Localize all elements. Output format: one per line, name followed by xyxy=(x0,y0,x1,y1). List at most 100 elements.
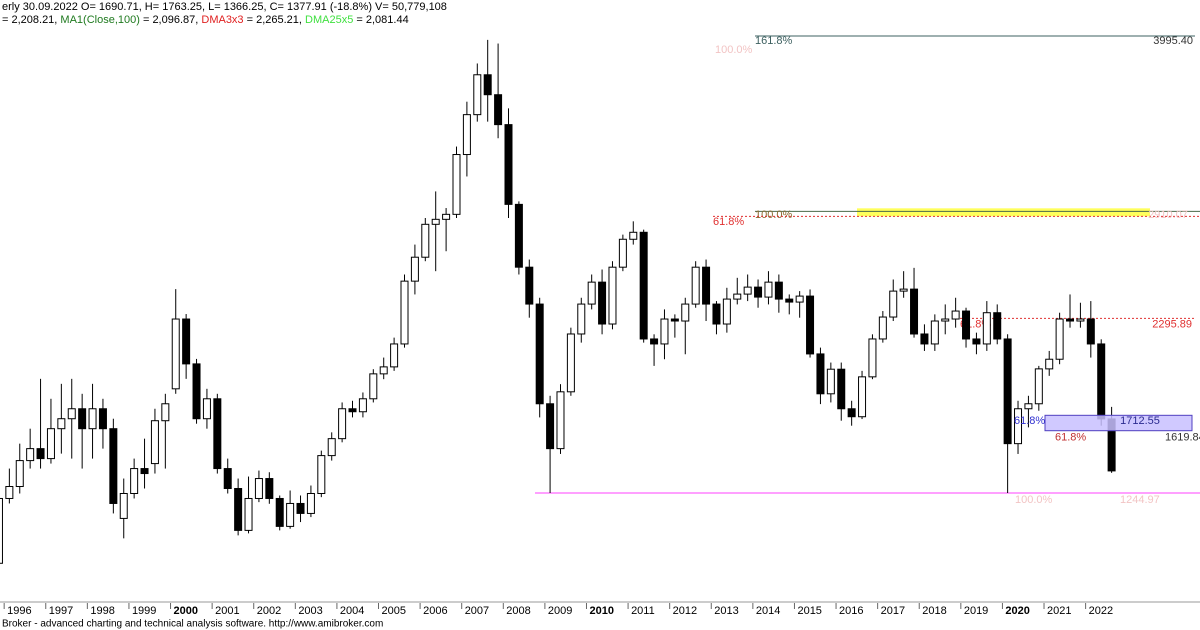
candle-body xyxy=(556,391,565,450)
candle-body xyxy=(213,398,222,470)
x-tick-label: 1999 xyxy=(132,605,156,617)
band xyxy=(857,208,1150,217)
candle-body xyxy=(109,428,118,504)
header-part: = 2,208.21, xyxy=(2,14,60,26)
candle-body xyxy=(306,492,315,514)
candle-body xyxy=(681,303,690,322)
candle-body xyxy=(889,290,898,318)
x-tick-label: 1997 xyxy=(49,605,73,617)
candle-body xyxy=(577,303,586,335)
candle-body xyxy=(358,398,367,413)
candle-body xyxy=(733,293,742,300)
x-tick-label: 2011 xyxy=(631,605,655,617)
plot: 161.8% 3995.40 100.0% 100.0% 61.8% 2910.07 61.… xyxy=(0,35,1200,564)
level-percent: 161.8% xyxy=(755,35,793,47)
candle-body xyxy=(774,281,783,300)
candle-body xyxy=(1097,343,1106,420)
candle-body xyxy=(338,408,347,440)
candle-body xyxy=(660,318,669,345)
candle-body xyxy=(15,460,24,488)
candle-body xyxy=(223,468,232,490)
candle-body xyxy=(951,310,960,320)
candle-body xyxy=(650,338,659,345)
header-part: = 2,081.44 xyxy=(353,14,408,26)
candle-body xyxy=(504,124,513,205)
x-tick-label: 2001 xyxy=(215,605,239,617)
candle-body xyxy=(639,231,648,340)
candle-body xyxy=(826,368,835,395)
candle-body xyxy=(514,203,523,268)
header-part: DMA3x3 xyxy=(201,14,243,26)
annotation: 100.0% xyxy=(755,209,793,221)
zone xyxy=(1044,414,1193,432)
candle-body xyxy=(244,497,253,531)
candle-body xyxy=(899,288,908,292)
candle-body xyxy=(348,408,357,413)
candle-body xyxy=(546,403,555,450)
candle-body xyxy=(1014,408,1023,445)
level-percent: 100.0% xyxy=(1015,494,1053,506)
candle-body xyxy=(202,398,211,420)
x-tick-label: 2008 xyxy=(506,605,530,617)
candle-body xyxy=(494,94,503,126)
x-tick-label: 1998 xyxy=(90,605,114,617)
candle-body xyxy=(442,213,451,220)
candle-body xyxy=(182,318,191,365)
candle-body xyxy=(608,266,617,325)
x-tick-label: 2016 xyxy=(839,605,863,617)
candle-body xyxy=(1055,318,1064,360)
x-tick-label: 2012 xyxy=(673,605,697,617)
candle-body xyxy=(462,114,471,156)
candle-body xyxy=(88,408,97,430)
candle-body xyxy=(1076,318,1085,322)
candle-body xyxy=(431,218,440,225)
candle-body xyxy=(806,295,815,355)
level-label: 1244.97 xyxy=(1120,494,1160,506)
candle-body xyxy=(920,333,929,345)
candle-body xyxy=(525,266,534,305)
candle-body xyxy=(473,74,482,116)
x-tick-label: 2014 xyxy=(756,605,780,617)
header-line1: erly 30.09.2022 O= 1690.71, H= 1763.25, … xyxy=(2,1,447,13)
candle-body xyxy=(1066,318,1075,322)
level-percent: 61.8% xyxy=(1014,415,1045,427)
candle-body xyxy=(712,303,721,325)
candle-body xyxy=(535,303,544,405)
candle-body xyxy=(369,373,378,400)
candle-body xyxy=(764,281,773,298)
candle-body xyxy=(317,455,326,494)
x-tick-label: 2002 xyxy=(257,605,281,617)
candle-body xyxy=(5,486,14,499)
x-tick-label: 2003 xyxy=(298,605,322,617)
x-tick-label: 2013 xyxy=(714,605,738,617)
candle-body xyxy=(119,492,128,519)
candle-body xyxy=(390,343,399,368)
x-tick-label: 2010 xyxy=(589,605,613,617)
candle-body xyxy=(483,74,492,96)
candle-body xyxy=(254,478,263,499)
header-part: MA1(Close,100) xyxy=(60,14,139,26)
x-tick-label: 2018 xyxy=(922,605,946,617)
candle-body xyxy=(400,280,409,345)
candle-body xyxy=(629,231,638,240)
candle-body xyxy=(379,366,388,375)
candle-body xyxy=(150,420,159,465)
candle-body xyxy=(0,497,3,564)
candle-body xyxy=(57,418,66,430)
header-part: = 2,265.21, xyxy=(244,14,305,26)
candle-body xyxy=(1045,358,1054,370)
candle-body xyxy=(837,368,846,410)
x-tick-label: 2009 xyxy=(548,605,572,617)
x-tick-label: 1996 xyxy=(7,605,31,617)
candle-body xyxy=(1086,318,1095,345)
level-label: 2295.89 xyxy=(1152,318,1192,330)
candle-body xyxy=(296,502,305,514)
level-percent: 61.8% xyxy=(1055,432,1086,444)
candle-body xyxy=(754,286,763,298)
candle-body xyxy=(795,295,804,303)
candle-body xyxy=(858,376,867,418)
candle-body xyxy=(910,288,919,335)
annotation: 100.0% xyxy=(715,44,753,56)
